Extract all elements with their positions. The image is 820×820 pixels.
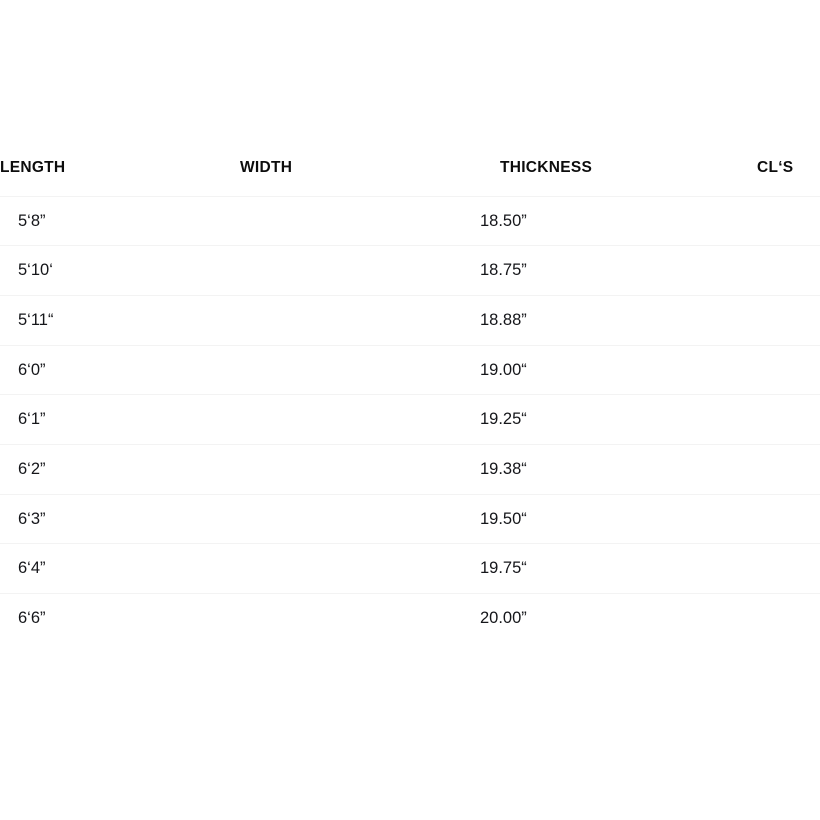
cell-cls: 26.30 xyxy=(757,245,820,296)
cell-thickness: 2.56” xyxy=(500,493,757,544)
cell-thickness: 2.63” xyxy=(500,543,757,594)
table-row: 5‘10‘ 18.75” 2.25” 26.30 xyxy=(0,245,820,296)
cell-cls: 28.90 xyxy=(757,344,820,395)
table-row: 6‘2” 19.38“ 2.56” 32.50 xyxy=(0,444,820,495)
cell-length: 6‘0” xyxy=(0,344,240,395)
cell-cls: 35.00 xyxy=(757,543,820,594)
table-row: 6‘3” 19.50“ 2.56” 33.30 xyxy=(0,493,820,544)
cell-cls: 38.10 xyxy=(757,593,820,643)
table-row: 6‘4” 19.75“ 2.63” 35.00 xyxy=(0,543,820,594)
board-dimensions-table: LENGTH WIDTH THICKNESS CL‘S 5‘8” 18.50” … xyxy=(0,160,820,643)
cell-thickness: 2.25” xyxy=(500,245,757,296)
cell-cls: 31.10 xyxy=(757,394,820,445)
cell-length: 5‘10‘ xyxy=(0,245,240,296)
cell-length: 6‘2” xyxy=(0,444,240,495)
cell-thickness: 2.38” xyxy=(500,344,757,395)
cell-thickness: 2.18“ xyxy=(500,195,757,246)
column-header-width: WIDTH xyxy=(240,159,293,176)
table-row: 5‘8” 18.50” 2.18“ 24.30 xyxy=(0,195,820,246)
table-body: 5‘8” 18.50” 2.18“ 24.30 5‘10‘ 18.75” 2.2… xyxy=(0,195,820,643)
table-row: 5‘11“ 18.88” 2.32“ 27.60 xyxy=(0,294,820,346)
cell-cls: 32.50 xyxy=(757,444,820,495)
cell-thickness: 2.32“ xyxy=(500,294,757,346)
table-header: LENGTH WIDTH THICKNESS CL‘S xyxy=(0,160,820,196)
cell-cls: 27.60 xyxy=(757,294,820,346)
cell-width: 18.88” xyxy=(240,294,527,346)
table-header-row: LENGTH WIDTH THICKNESS CL‘S xyxy=(0,160,820,196)
cell-width: 20.00” xyxy=(240,593,527,643)
column-header-thickness: THICKNESS xyxy=(500,159,593,176)
table-row: 6‘6” 20.00” 2.75” 38.10 xyxy=(0,593,820,643)
cell-width: 18.75” xyxy=(240,245,527,296)
column-header-length: LENGTH xyxy=(0,159,66,176)
cell-width: 19.75“ xyxy=(240,543,527,594)
cell-length: 6‘3” xyxy=(0,493,240,544)
column-header-cls: CL‘S xyxy=(757,159,794,176)
cell-length: 5‘8” xyxy=(0,195,240,246)
cell-width: 19.38“ xyxy=(240,444,527,495)
cell-width: 19.00“ xyxy=(240,344,527,395)
cell-thickness: 2.75” xyxy=(500,593,757,643)
cell-length: 6‘4” xyxy=(0,543,240,594)
cell-width: 19.50“ xyxy=(240,493,527,544)
table-row: 6‘0” 19.00“ 2.38” 28.90 xyxy=(0,344,820,395)
cell-thickness: 2.50” xyxy=(500,394,757,445)
cell-width: 19.25“ xyxy=(240,394,527,445)
cell-length: 6‘1” xyxy=(0,394,240,445)
cell-length: 6‘6” xyxy=(0,593,240,643)
cell-thickness: 2.56” xyxy=(500,444,757,495)
cell-length: 5‘11“ xyxy=(0,294,240,346)
cell-cls: 24.30 xyxy=(757,195,820,246)
table-row: 6‘1” 19.25“ 2.50” 31.10 xyxy=(0,394,820,445)
cell-cls: 33.30 xyxy=(757,493,820,544)
cell-width: 18.50” xyxy=(240,195,527,246)
